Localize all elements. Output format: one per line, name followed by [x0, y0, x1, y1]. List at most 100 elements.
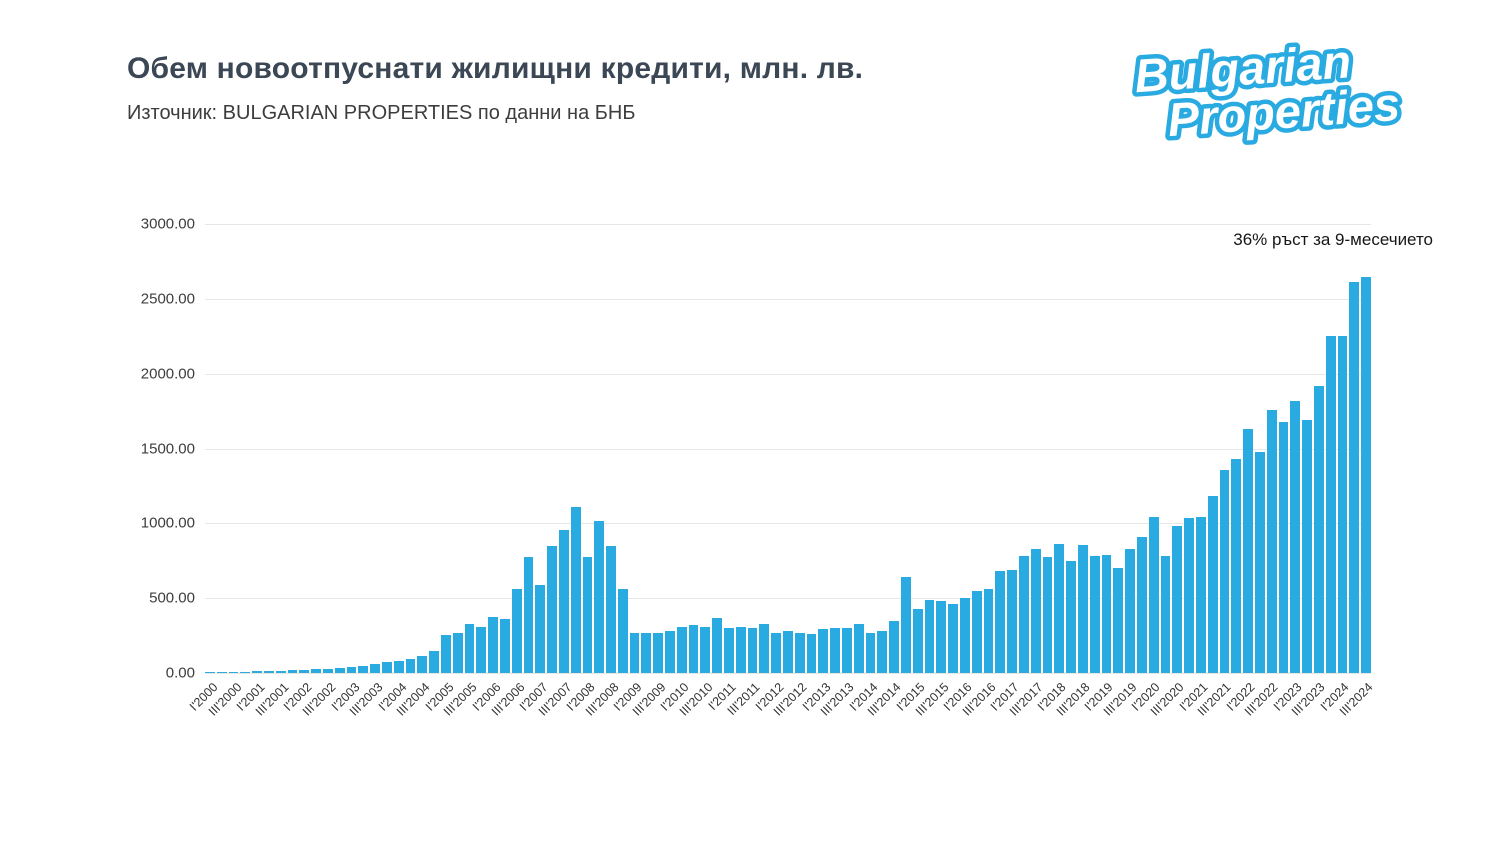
- bar: [771, 632, 782, 673]
- bar: [570, 506, 581, 673]
- bar: [1089, 556, 1100, 673]
- bar: [1254, 451, 1265, 673]
- bar: [794, 632, 805, 673]
- bar: [1136, 536, 1147, 673]
- bar: [322, 668, 333, 673]
- bar: [1349, 282, 1360, 673]
- bulgarian-properties-logo: Bulgarian Properties: [1118, 28, 1448, 153]
- bar: [1007, 569, 1017, 673]
- bar: [688, 625, 699, 673]
- bar: [842, 628, 852, 673]
- bar: [889, 620, 900, 673]
- bar: [429, 650, 439, 673]
- bar: [1266, 410, 1277, 673]
- bar: [275, 670, 286, 673]
- bar: [1361, 277, 1371, 673]
- gridline: [205, 373, 1371, 375]
- bar: [606, 545, 616, 673]
- bar: [960, 598, 970, 673]
- bar: [240, 671, 251, 673]
- bar: [853, 623, 864, 673]
- bar: [1066, 560, 1076, 673]
- gridline: [205, 448, 1371, 450]
- gridline: [205, 598, 1371, 600]
- bar: [653, 632, 664, 673]
- bar: [759, 624, 770, 673]
- bar: [287, 670, 298, 673]
- bar: [1042, 557, 1053, 673]
- bar: [924, 599, 935, 673]
- bar: [1030, 548, 1041, 673]
- bar: [417, 655, 428, 673]
- bar: [299, 669, 310, 673]
- y-tick-label: 500.00: [149, 589, 195, 607]
- bar: [452, 632, 463, 673]
- bar: [381, 662, 392, 673]
- bar: [464, 623, 475, 673]
- bar: [1113, 568, 1124, 673]
- bar: [1172, 525, 1183, 673]
- bar: [971, 590, 982, 673]
- gridlines: [205, 224, 1371, 674]
- y-tick-label: 1500.00: [140, 440, 195, 457]
- bar: [1077, 545, 1088, 673]
- bar: [558, 530, 569, 673]
- bar: [712, 617, 723, 673]
- bar: [1148, 517, 1159, 673]
- bar: [629, 632, 640, 673]
- page-title: Обем новоотпуснати жилищни кредити, млн.…: [127, 52, 864, 85]
- bar: [263, 671, 274, 673]
- bar: [1325, 336, 1336, 673]
- gridline: [205, 224, 1371, 225]
- bar: [1018, 556, 1029, 673]
- bar: [488, 616, 498, 673]
- y-tick-label: 1000.00: [140, 514, 195, 532]
- bar: [877, 631, 888, 673]
- bar: [511, 589, 522, 673]
- gridline: [205, 673, 1371, 674]
- bar: [747, 628, 758, 673]
- bar: [1278, 421, 1289, 673]
- bar: [205, 672, 215, 673]
- bar: [370, 664, 380, 673]
- bars: [205, 224, 1371, 673]
- y-tick-label: 3000.00: [140, 215, 195, 233]
- gridline: [205, 523, 1371, 525]
- bar: [1207, 495, 1218, 673]
- bar: [948, 604, 958, 673]
- bar: [346, 666, 357, 673]
- bar: [1290, 401, 1301, 673]
- bar: [476, 626, 487, 673]
- bar: [1302, 420, 1312, 673]
- bar: [700, 626, 711, 673]
- bar: [582, 557, 593, 673]
- bar: [405, 658, 416, 673]
- bar: [252, 671, 262, 673]
- bar: [228, 671, 239, 673]
- bar: [358, 665, 369, 673]
- bar: [995, 571, 1006, 673]
- bar: [1243, 429, 1253, 673]
- x-axis-labels: I'2000 III'2000 I'2001 III'2001 I'2002 III'20…: [187, 677, 1375, 767]
- bar: [535, 584, 546, 673]
- bar: [735, 626, 746, 673]
- plot-area: [205, 224, 1371, 674]
- chart-header: Обем новоотпуснати жилищни кредити, млн.…: [127, 52, 863, 125]
- bar: [1231, 458, 1242, 673]
- bar: [311, 669, 321, 673]
- bar: [806, 634, 817, 673]
- bar: [1184, 518, 1194, 673]
- bar: [1337, 335, 1348, 673]
- bar: [901, 577, 911, 673]
- logo-graphic: Bulgarian Properties: [1128, 30, 1406, 151]
- bar: [818, 628, 829, 673]
- bar: [724, 628, 734, 673]
- bar: [1101, 554, 1112, 673]
- bar: [1054, 544, 1065, 673]
- bar: [676, 626, 687, 673]
- bar: [1125, 548, 1135, 673]
- bar: [594, 521, 605, 673]
- bar: [1219, 470, 1230, 673]
- gridline: [205, 298, 1371, 300]
- bar: [393, 661, 404, 673]
